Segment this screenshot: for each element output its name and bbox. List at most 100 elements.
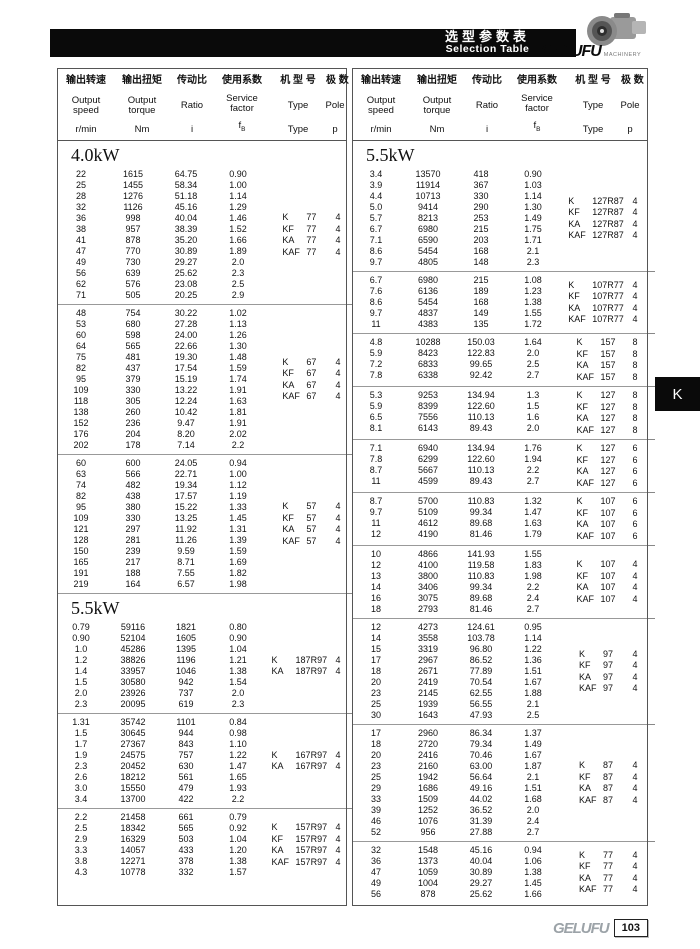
table-cell: 9414	[417, 202, 439, 212]
table-cell: 25	[370, 699, 381, 709]
table-cell: 6833	[417, 359, 439, 369]
table-row: 47 1059 30.89 1.38	[353, 867, 565, 878]
table-cell: 5.9	[369, 401, 383, 411]
pole-value: 4	[632, 783, 638, 793]
table-cell: 290	[473, 202, 489, 212]
type-size: 87	[602, 771, 613, 782]
table-cell: 7.1	[369, 235, 383, 245]
table-row: 1.4 33957 1046 1.38	[58, 666, 269, 677]
table-row: 2.6 18212 561 1.65	[58, 772, 269, 783]
table-cell: 103.78	[467, 633, 495, 643]
table-cell: 6590	[417, 235, 439, 245]
type-prefix: KAF	[271, 856, 290, 867]
page-footer: GELUFU 103	[553, 919, 648, 937]
table-cell: 29.27	[174, 257, 198, 267]
pole-value: 6	[632, 519, 638, 529]
column-header-en: Output torque	[127, 94, 157, 116]
type-size: 77	[602, 849, 613, 860]
table-cell: 1.45	[229, 513, 247, 523]
type-size: 107	[600, 593, 616, 604]
column-header-en: Pole	[325, 99, 345, 111]
table-row: 8.7 5667 110.13 2.2	[353, 465, 565, 476]
type-group: K 157R97 KF 157R97 KA 157R97 KAF 157R97	[272, 822, 328, 868]
table-cell: 32	[75, 202, 86, 212]
table-cell: 118	[73, 396, 89, 406]
table-cell: 730	[125, 257, 141, 267]
type-column: K 107 KF 107 KA 107 KAF 107	[565, 549, 627, 615]
type-model: KA 157	[576, 360, 615, 372]
pole-value: 6	[632, 496, 638, 506]
column-header: 传动比 Ratio i	[465, 74, 509, 140]
data-rows: 12 4273 124.61 0.95 14 3558 103.78 1.14 15 3319 96…	[353, 622, 565, 721]
table-cell: 35742	[120, 717, 146, 727]
type-model: KF 77	[579, 861, 613, 873]
table-cell: 6.7	[369, 275, 383, 285]
table-cell: 956	[420, 827, 436, 837]
pole-value: 4	[632, 559, 638, 569]
table-cell: 150.03	[467, 337, 495, 347]
pole-value: 4	[335, 223, 341, 234]
table-cell: 20.25	[174, 290, 198, 300]
type-size: 87	[602, 794, 613, 805]
table-cell: 5.0	[369, 202, 383, 212]
table-cell: 135	[473, 319, 489, 329]
table-cell: 944	[178, 728, 194, 738]
type-size: 107	[600, 530, 616, 541]
table-cell: 5109	[417, 507, 439, 517]
table-cell: 2793	[417, 604, 439, 614]
type-model: KA 67	[282, 380, 316, 392]
table-cell: 1.67	[524, 677, 542, 687]
table-cell: 11.26	[175, 535, 197, 545]
table-cell: 1.63	[524, 518, 542, 528]
table-cell: 30645	[120, 728, 146, 738]
table-row: 48 754 30.22 1.02	[58, 308, 269, 319]
column-header-unit: i	[190, 124, 194, 135]
brand-name: GELUFU	[541, 43, 602, 60]
type-model: KF 87	[579, 772, 613, 784]
table-cell: 281	[125, 535, 141, 545]
data-block: 2.2 21458 661 0.79 2.5 18342 565 0.92 2.9 16329 50…	[58, 808, 354, 881]
table-cell: 56	[75, 268, 86, 278]
data-rows: 60 600 24.05 0.94 63 566 22.71 1.00 74 482 19.34 1.…	[58, 458, 269, 590]
table-cell: 1.08	[524, 275, 542, 285]
type-model: KA 57	[282, 524, 316, 536]
table-cell: 18	[370, 739, 381, 749]
table-cell: 81.46	[469, 529, 493, 539]
type-group: K 87 KF 87 KA 87 KAF 87	[579, 760, 613, 806]
table-cell: 1.02	[229, 308, 247, 318]
table-cell: 152	[73, 418, 89, 428]
table-cell: 17	[370, 655, 381, 665]
pole-value: 4	[632, 771, 638, 782]
type-prefix: KF	[576, 570, 588, 581]
table-cell: 18342	[120, 823, 146, 833]
table-cell: 2.5	[74, 823, 88, 833]
data-rows: 4.8 10288 150.03 1.64 5.9 8423 122.83 2.0 7.2 683…	[353, 337, 565, 383]
table-body: 5.5kW 3.4 13570 418 0.90 3.9 11914 367 1.03 4.4 10…	[353, 141, 655, 903]
data-rows: 2.2 21458 661 0.79 2.5 18342 565 0.92 2.9 16329 50…	[58, 812, 269, 878]
table-cell: 3.3	[74, 845, 88, 855]
type-size: 127R87	[592, 218, 624, 229]
column-header-en: Output speed	[71, 94, 101, 116]
table-cell: 62	[75, 279, 86, 289]
table-cell: 1.66	[229, 235, 247, 245]
table-cell: 2416	[417, 750, 439, 760]
table-row: 12 4273 124.61 0.95	[353, 622, 565, 633]
table-row: 38 957 38.39 1.52	[58, 224, 269, 235]
type-model: KF 127	[576, 402, 615, 414]
table-row: 47 770 30.89 1.89	[58, 246, 269, 257]
table-row: 150 239 9.59 1.59	[58, 546, 269, 557]
table-cell: 479	[178, 783, 194, 793]
table-cell: 1605	[175, 633, 197, 643]
table-cell: 239	[125, 546, 141, 556]
type-prefix: KAF	[576, 530, 594, 541]
table-cell: 134.94	[467, 443, 495, 453]
table-cell: 1.47	[524, 507, 542, 517]
column-header: 输出扭矩 Output torque Nm	[114, 74, 170, 140]
table-cell: 13.25	[174, 513, 198, 523]
table-cell: 36	[75, 213, 86, 223]
type-prefix: KF	[568, 207, 580, 217]
type-prefix: K	[568, 195, 575, 206]
column-header-en: Output torque	[422, 94, 452, 116]
table-cell: 1.06	[524, 856, 542, 866]
type-prefix: KF	[578, 771, 591, 782]
